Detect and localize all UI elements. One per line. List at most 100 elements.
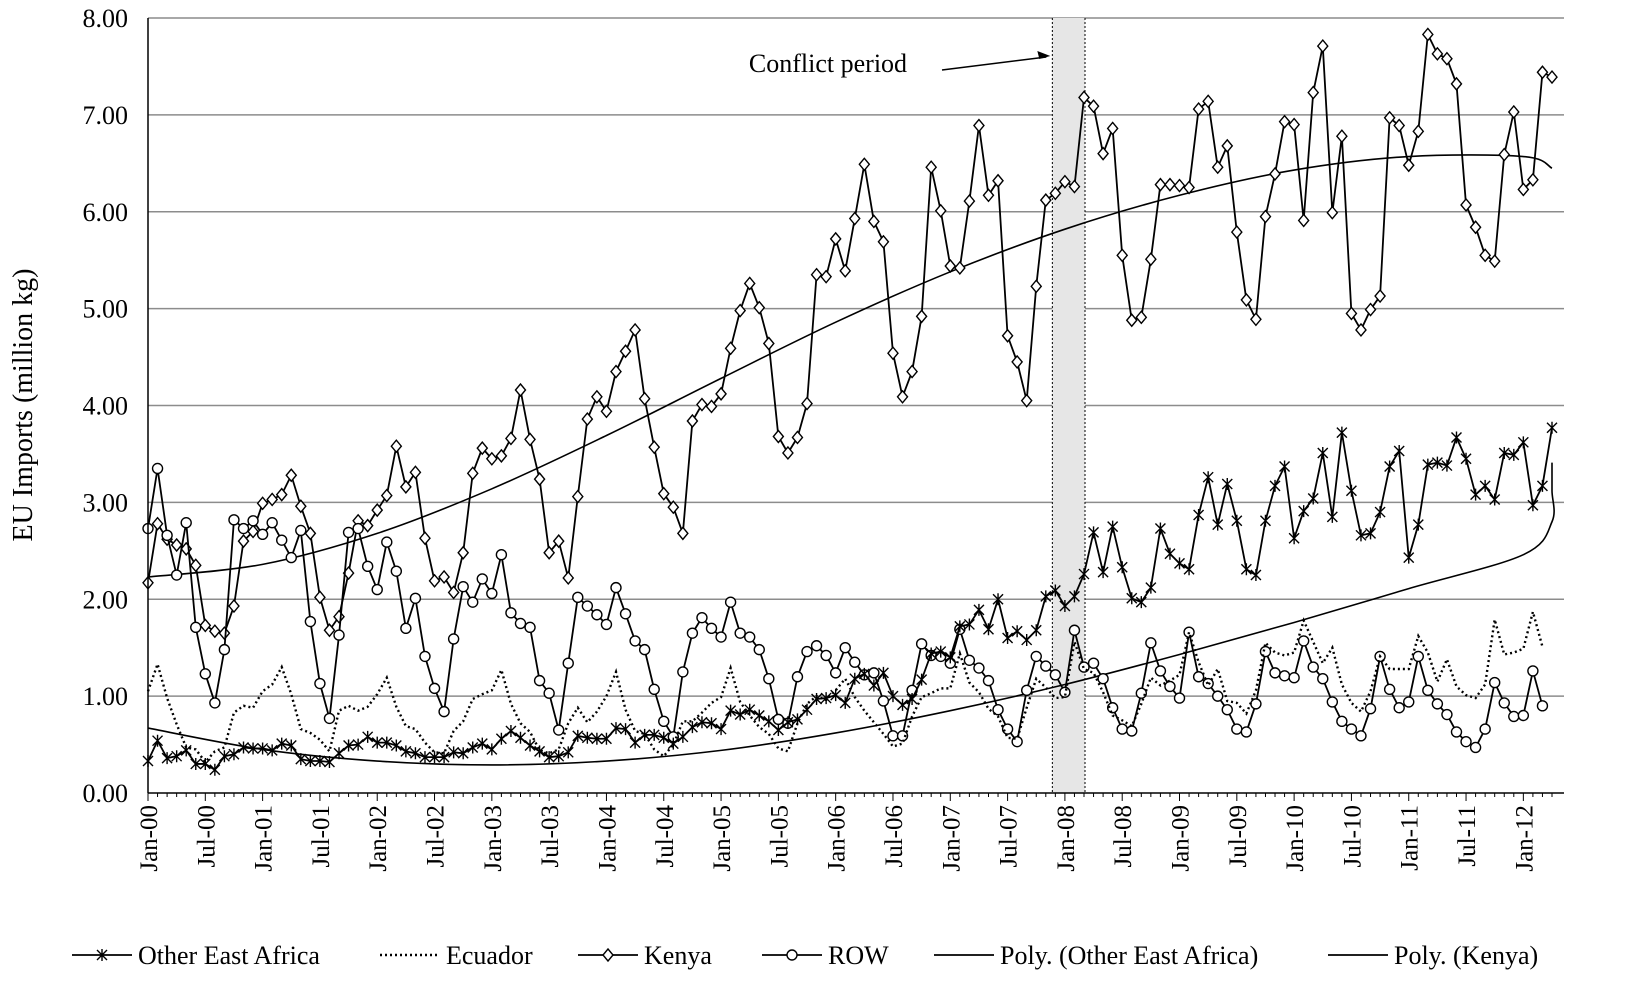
data-point-other-east-africa	[199, 757, 211, 770]
data-point-other-east-africa	[1068, 590, 1080, 603]
data-point-row	[763, 672, 775, 685]
data-point-row	[1183, 626, 1195, 638]
data-point-other-east-africa	[171, 750, 183, 763]
data-point-kenya	[1240, 292, 1253, 307]
data-point-kenya	[1402, 158, 1415, 173]
data-point-other-east-africa	[1403, 551, 1415, 564]
gridlines	[148, 17, 1564, 697]
data-point-other-east-africa	[1412, 518, 1424, 531]
data-point-kenya	[1421, 27, 1434, 42]
data-point-kenya	[1011, 354, 1024, 369]
data-point-kenya	[801, 396, 813, 411]
data-point-kenya	[1039, 193, 1052, 208]
data-point-other-east-africa	[1049, 584, 1061, 597]
data-point-other-east-africa	[400, 745, 412, 758]
data-point-row	[285, 551, 297, 564]
y-axis-label: EU Imports (million kg)	[8, 269, 39, 542]
data-point-kenya	[314, 590, 326, 605]
data-point-other-east-africa	[276, 737, 288, 750]
data-point-row	[467, 596, 479, 608]
series-line-ecuador	[146, 607, 1544, 764]
data-point-other-east-africa	[486, 743, 498, 756]
data-point-kenya	[782, 445, 794, 461]
data-point-kenya	[686, 413, 699, 429]
data-point-other-east-africa	[1307, 492, 1319, 505]
y-tick-label: 5.00	[83, 295, 129, 324]
axes: 0.00 1.00 2.00 3.00 4.00 5.00 6.00 7.00 8.00 Jan-…	[83, 4, 1564, 872]
data-point-row	[829, 667, 842, 679]
data-point-row	[1488, 676, 1501, 689]
data-point-other-east-africa	[228, 748, 240, 761]
data-point-row	[161, 529, 173, 542]
data-point-row	[1527, 665, 1539, 677]
data-point-other-east-africa	[1326, 510, 1338, 523]
data-point-other-east-africa	[371, 736, 383, 749]
data-point-row	[199, 668, 212, 680]
x-tick-label: Jul-09	[1225, 805, 1252, 868]
data-point-row	[1469, 741, 1482, 754]
data-point-other-east-africa	[572, 729, 584, 742]
data-point-other-east-africa	[1202, 471, 1214, 484]
data-point-row	[419, 650, 431, 663]
data-point-other-east-africa	[782, 716, 794, 729]
data-point-other-east-africa	[161, 752, 173, 765]
data-point-other-east-africa	[1021, 633, 1033, 646]
data-point-kenya	[762, 336, 775, 351]
data-point-row	[562, 657, 574, 669]
data-point-kenya	[1517, 182, 1530, 197]
data-point-row	[304, 615, 317, 628]
data-point-other-east-africa	[1250, 569, 1262, 582]
data-point-kenya	[1020, 393, 1033, 408]
data-point-row	[1068, 624, 1081, 636]
data-point-other-east-africa	[1193, 508, 1205, 521]
data-point-other-east-africa	[1231, 514, 1243, 527]
data-point-row	[600, 618, 613, 631]
data-point-kenya	[1049, 186, 1062, 201]
data-point-other-east-africa	[476, 737, 488, 750]
annotation-text: Conflict period	[749, 49, 907, 78]
data-point-other-east-africa	[1345, 484, 1357, 497]
data-point-kenya	[1546, 70, 1558, 85]
data-point-row	[381, 536, 393, 548]
data-point-kenya	[1278, 114, 1291, 129]
data-point-other-east-africa	[247, 742, 259, 755]
data-point-kenya	[1412, 124, 1425, 139]
data-point-kenya	[1058, 174, 1071, 189]
data-point-row	[887, 730, 899, 742]
data-point-row	[705, 622, 718, 635]
data-point-kenya	[953, 260, 966, 276]
data-point-kenya	[638, 391, 651, 406]
data-point-row	[1145, 637, 1157, 649]
data-point-row	[505, 607, 517, 619]
data-point-kenya	[428, 573, 441, 588]
data-point-kenya	[848, 211, 861, 226]
data-point-kenya	[1078, 90, 1090, 105]
trendlines	[147, 154, 1555, 766]
data-point-other-east-africa	[1279, 460, 1291, 473]
data-point-other-east-africa	[1441, 459, 1453, 472]
data-point-other-east-africa	[1126, 592, 1138, 605]
data-point-other-east-africa	[323, 756, 335, 768]
data-point-kenya	[1316, 39, 1329, 54]
data-point-row	[648, 683, 660, 696]
data-point-other-east-africa	[352, 738, 364, 751]
data-point-row	[333, 629, 345, 641]
data-point-other-east-africa	[467, 741, 479, 754]
data-point-other-east-africa	[1078, 568, 1090, 581]
data-point-kenya	[1030, 279, 1043, 294]
x-tick-label: Jan-08	[1053, 805, 1080, 872]
data-point-row	[1212, 690, 1224, 702]
data-point-kenya	[1154, 177, 1167, 192]
x-tick-label: Jul-05	[766, 805, 793, 868]
data-point-row	[552, 724, 565, 736]
data-point-kenya	[1259, 209, 1272, 224]
data-point-other-east-africa	[409, 747, 421, 760]
x-tick-label: Jul-02	[423, 805, 450, 868]
data-point-other-east-africa	[1498, 446, 1510, 459]
data-point-row	[447, 633, 460, 645]
data-point-other-east-africa	[992, 593, 1004, 606]
data-point-kenya	[237, 534, 250, 549]
data-point-row	[151, 462, 164, 475]
data-point-kenya	[371, 503, 384, 518]
data-point-kenya	[438, 569, 450, 585]
